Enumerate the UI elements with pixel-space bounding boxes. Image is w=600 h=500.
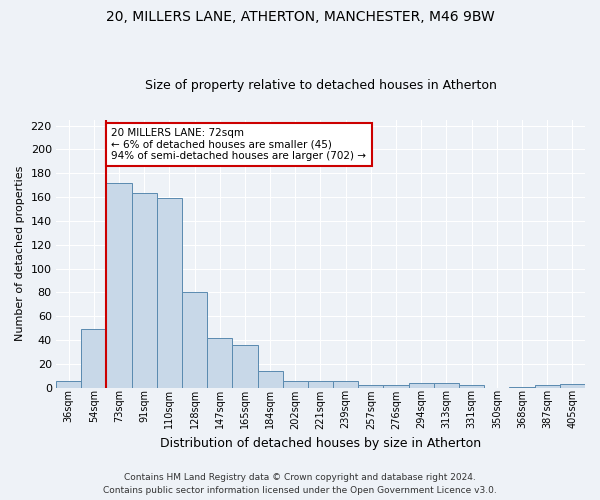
Bar — [459, 386, 484, 388]
Bar — [157, 198, 182, 388]
Text: 20, MILLERS LANE, ATHERTON, MANCHESTER, M46 9BW: 20, MILLERS LANE, ATHERTON, MANCHESTER, … — [106, 10, 494, 24]
Bar — [56, 380, 81, 388]
Bar — [560, 384, 585, 388]
Bar — [232, 345, 257, 388]
Bar — [535, 386, 560, 388]
Text: Contains HM Land Registry data © Crown copyright and database right 2024.
Contai: Contains HM Land Registry data © Crown c… — [103, 474, 497, 495]
Bar — [106, 182, 131, 388]
Bar — [509, 386, 535, 388]
Bar — [383, 386, 409, 388]
Bar — [81, 330, 106, 388]
Bar — [409, 383, 434, 388]
X-axis label: Distribution of detached houses by size in Atherton: Distribution of detached houses by size … — [160, 437, 481, 450]
Bar — [182, 292, 207, 388]
Y-axis label: Number of detached properties: Number of detached properties — [15, 166, 25, 342]
Bar — [358, 386, 383, 388]
Bar — [131, 194, 157, 388]
Bar — [308, 380, 333, 388]
Bar — [257, 371, 283, 388]
Bar — [207, 338, 232, 388]
Bar — [434, 383, 459, 388]
Text: 20 MILLERS LANE: 72sqm
← 6% of detached houses are smaller (45)
94% of semi-deta: 20 MILLERS LANE: 72sqm ← 6% of detached … — [112, 128, 367, 161]
Bar — [333, 380, 358, 388]
Title: Size of property relative to detached houses in Atherton: Size of property relative to detached ho… — [145, 79, 496, 92]
Bar — [283, 380, 308, 388]
